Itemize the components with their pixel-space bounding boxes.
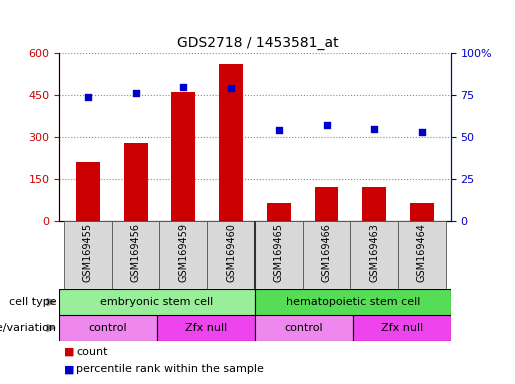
Bar [76,162,100,221]
Bar [315,187,338,221]
Point [370,126,379,132]
Bar [171,92,195,221]
Bar [207,221,255,289]
Text: cell type: cell type [9,297,56,307]
Text: GSM169463: GSM169463 [369,223,379,282]
Text: control: control [284,323,323,333]
Bar [160,221,207,289]
Bar [398,221,446,289]
Text: hematopoietic stem cell: hematopoietic stem cell [286,297,420,307]
Text: count: count [76,347,108,357]
Text: GSM169465: GSM169465 [274,223,284,282]
Text: GDS2718 / 1453581_at: GDS2718 / 1453581_at [177,36,338,50]
Bar [363,187,386,221]
Point [84,94,92,100]
Bar [124,142,147,221]
Text: GSM169460: GSM169460 [226,223,236,282]
Bar [267,203,291,221]
Text: Zfx null: Zfx null [381,323,423,333]
Text: GSM169456: GSM169456 [131,223,141,282]
Bar [350,221,398,289]
Bar [64,221,112,289]
Bar [255,289,451,315]
Point [322,122,331,128]
Point [227,85,235,91]
Text: GSM169466: GSM169466 [321,223,332,282]
Bar [59,289,255,315]
Bar [112,221,160,289]
Bar [219,64,243,221]
Bar [59,315,157,341]
Bar [255,315,353,341]
Bar [255,221,303,289]
Text: genotype/variation: genotype/variation [0,323,56,333]
Point [179,84,187,90]
Bar [157,315,255,341]
Bar [410,203,434,221]
Bar [303,221,350,289]
Text: embryonic stem cell: embryonic stem cell [100,297,214,307]
Text: GSM169464: GSM169464 [417,223,427,282]
Bar [353,315,451,341]
Point [274,127,283,133]
Text: ■: ■ [64,347,75,357]
Text: ■: ■ [64,364,75,374]
Point [131,90,140,96]
Text: GSM169455: GSM169455 [83,223,93,282]
Point [418,129,426,135]
Text: GSM169459: GSM169459 [178,223,188,282]
Text: percentile rank within the sample: percentile rank within the sample [76,364,264,374]
Text: control: control [89,323,128,333]
Text: Zfx null: Zfx null [185,323,227,333]
